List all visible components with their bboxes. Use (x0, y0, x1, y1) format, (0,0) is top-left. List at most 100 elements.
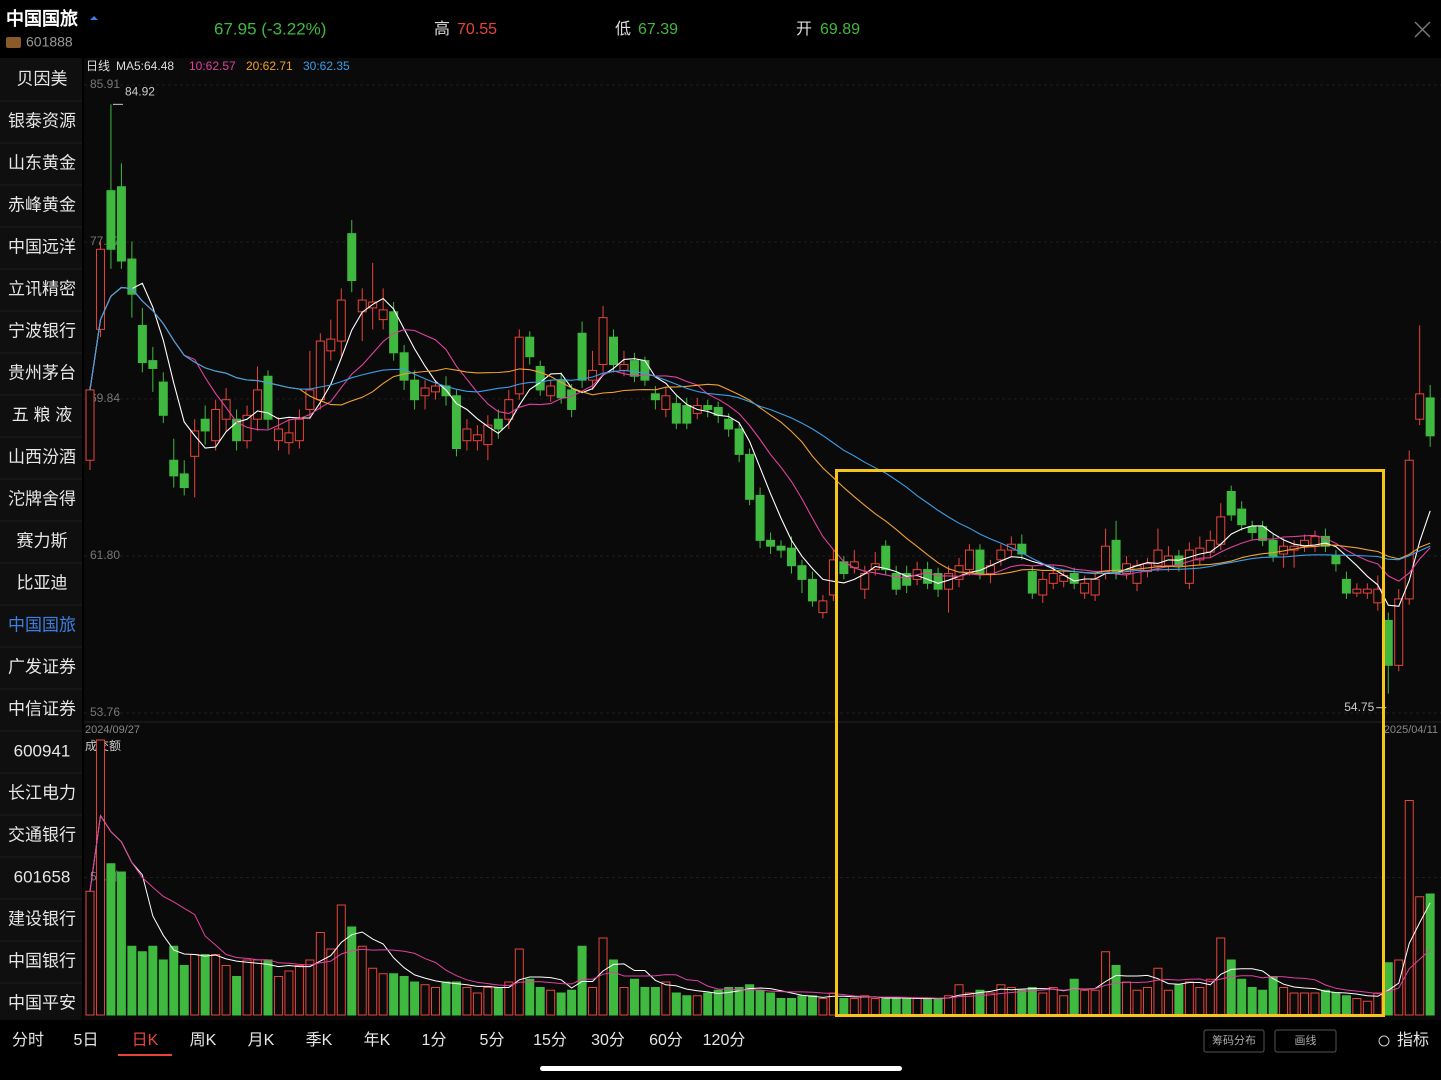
volume-bar (127, 945, 137, 1016)
watchlist-item[interactable]: 宁波银行 (8, 321, 76, 340)
tool-button-label[interactable]: 筹码分布 (1212, 1033, 1256, 1047)
volume-bar (1247, 987, 1257, 1016)
watchlist-item[interactable]: 中信证券 (8, 699, 76, 718)
period-tab[interactable]: 30分 (591, 1031, 625, 1049)
watchlist-item[interactable]: 立讯精密 (8, 279, 76, 298)
volume-bar (1331, 992, 1341, 1016)
period-tab[interactable]: 月K (248, 1032, 275, 1049)
highlight-box (835, 469, 1385, 1017)
ma10-line (89, 286, 1431, 582)
volume-bar (1195, 987, 1205, 1016)
watchlist-item[interactable]: 贝因美 (17, 69, 68, 88)
volume-bar (284, 970, 294, 1016)
candle-body (1090, 578, 1100, 596)
volume-bar (567, 989, 577, 1016)
candle-body (786, 547, 796, 567)
volume-bar (493, 987, 503, 1016)
volume-bar (1310, 992, 1320, 1016)
candle-body (1320, 535, 1330, 547)
volume-bar (305, 959, 315, 1016)
candle-body (734, 428, 744, 455)
tool-button[interactable] (1203, 1029, 1265, 1053)
home-indicator (540, 1066, 902, 1071)
period-tab[interactable]: 5日 (74, 1032, 99, 1049)
watchlist-item[interactable]: 贵州茅台 (8, 363, 76, 382)
candle-body (127, 258, 137, 295)
indicator-icon[interactable] (1378, 1035, 1390, 1047)
watchlist-item[interactable]: 601658 (14, 867, 71, 886)
volume-bar (1258, 989, 1268, 1016)
period-tab[interactable]: 日K (132, 1032, 159, 1049)
watchlist-item[interactable]: 五 粮 液 (12, 405, 72, 424)
watchlist-item[interactable]: 山东黄金 (8, 153, 76, 172)
tool-button[interactable] (1274, 1029, 1337, 1053)
watchlist-item[interactable]: 广发证券 (8, 657, 76, 676)
volume-bar (650, 987, 660, 1016)
volume-bar (713, 989, 723, 1016)
candle-body (273, 428, 283, 442)
period-tab[interactable]: 60分 (649, 1031, 683, 1049)
watchlist-item[interactable]: 赤峰黄金 (8, 195, 76, 214)
candle-body (504, 399, 514, 420)
candle-body (588, 369, 598, 381)
period-tab[interactable]: 分时 (12, 1031, 44, 1049)
candle-body (1415, 393, 1425, 420)
watchlist-item[interactable]: 中国国旅 (8, 615, 76, 634)
close-button[interactable] (1414, 21, 1431, 38)
period-tab[interactable]: 1分 (422, 1031, 447, 1049)
dropdown-arrow[interactable] (90, 16, 98, 20)
volume-bar (1341, 995, 1351, 1016)
tool-button-label[interactable]: 画线 (1295, 1033, 1317, 1047)
watchlist-item[interactable]: 中国平安 (8, 993, 76, 1012)
volume-bar (1153, 967, 1163, 1016)
watchlist-item[interactable]: 中国远洋 (8, 237, 76, 256)
candle-body (640, 360, 650, 381)
volume-bar (462, 987, 472, 1016)
watchlist-item[interactable]: 山西汾酒 (8, 447, 76, 466)
volume-bar (724, 987, 734, 1016)
volume-bar (169, 945, 179, 1016)
watchlist-item[interactable]: 银泰资源 (8, 111, 76, 130)
candle-body (148, 360, 158, 369)
period-tab[interactable]: 120分 (703, 1031, 746, 1049)
volume-bar (441, 981, 451, 1016)
watchlist-item[interactable]: 中国银行 (8, 951, 76, 970)
volume-bar (1237, 978, 1247, 1016)
watchlist-item[interactable]: 600941 (14, 741, 71, 760)
candle-body (964, 549, 974, 571)
watchlist-item[interactable]: 长江电力 (8, 783, 76, 802)
volume-bar (588, 987, 598, 1016)
watchlist-item[interactable]: 交通银行 (8, 825, 76, 844)
period-tab[interactable]: 年K (364, 1031, 391, 1049)
period-tab[interactable]: 季K (306, 1031, 333, 1049)
volume-bar (1184, 981, 1194, 1016)
candle-body (797, 565, 807, 580)
candle-body (661, 395, 671, 410)
watchlist-item[interactable]: 赛力斯 (17, 530, 68, 550)
candle-body (420, 387, 430, 397)
watchlist-item[interactable]: 比亚迪 (17, 573, 68, 592)
watchlist-item[interactable]: 建设银行 (8, 909, 76, 928)
ma20-line (89, 286, 1431, 576)
period-tab[interactable]: 15分 (533, 1031, 567, 1049)
volume-bar (263, 959, 273, 1016)
candle-body (703, 405, 713, 410)
end-date: 2025/04/11 (1384, 724, 1438, 736)
low-marker-label: 54.75 (1344, 700, 1374, 714)
candle-body (1017, 543, 1027, 555)
candle-body (567, 389, 577, 410)
volume-bar (1069, 978, 1079, 1016)
volume-bar (451, 981, 461, 1016)
candle-body (923, 569, 933, 584)
ma10-legend: 10:62.57 (189, 59, 236, 73)
volume-bar (148, 945, 158, 1016)
period-tab[interactable]: 周K (190, 1032, 217, 1049)
candle-body (190, 430, 200, 457)
indicator-button[interactable]: 指标 (1397, 1031, 1429, 1049)
volume-bar (347, 926, 357, 1016)
period-tab[interactable]: 5分 (480, 1031, 505, 1049)
stock-name[interactable]: 中国国旅 (6, 8, 78, 29)
y-tick-label: 53.76 (90, 705, 120, 719)
watchlist-item[interactable]: 沱牌舍得 (8, 489, 76, 508)
